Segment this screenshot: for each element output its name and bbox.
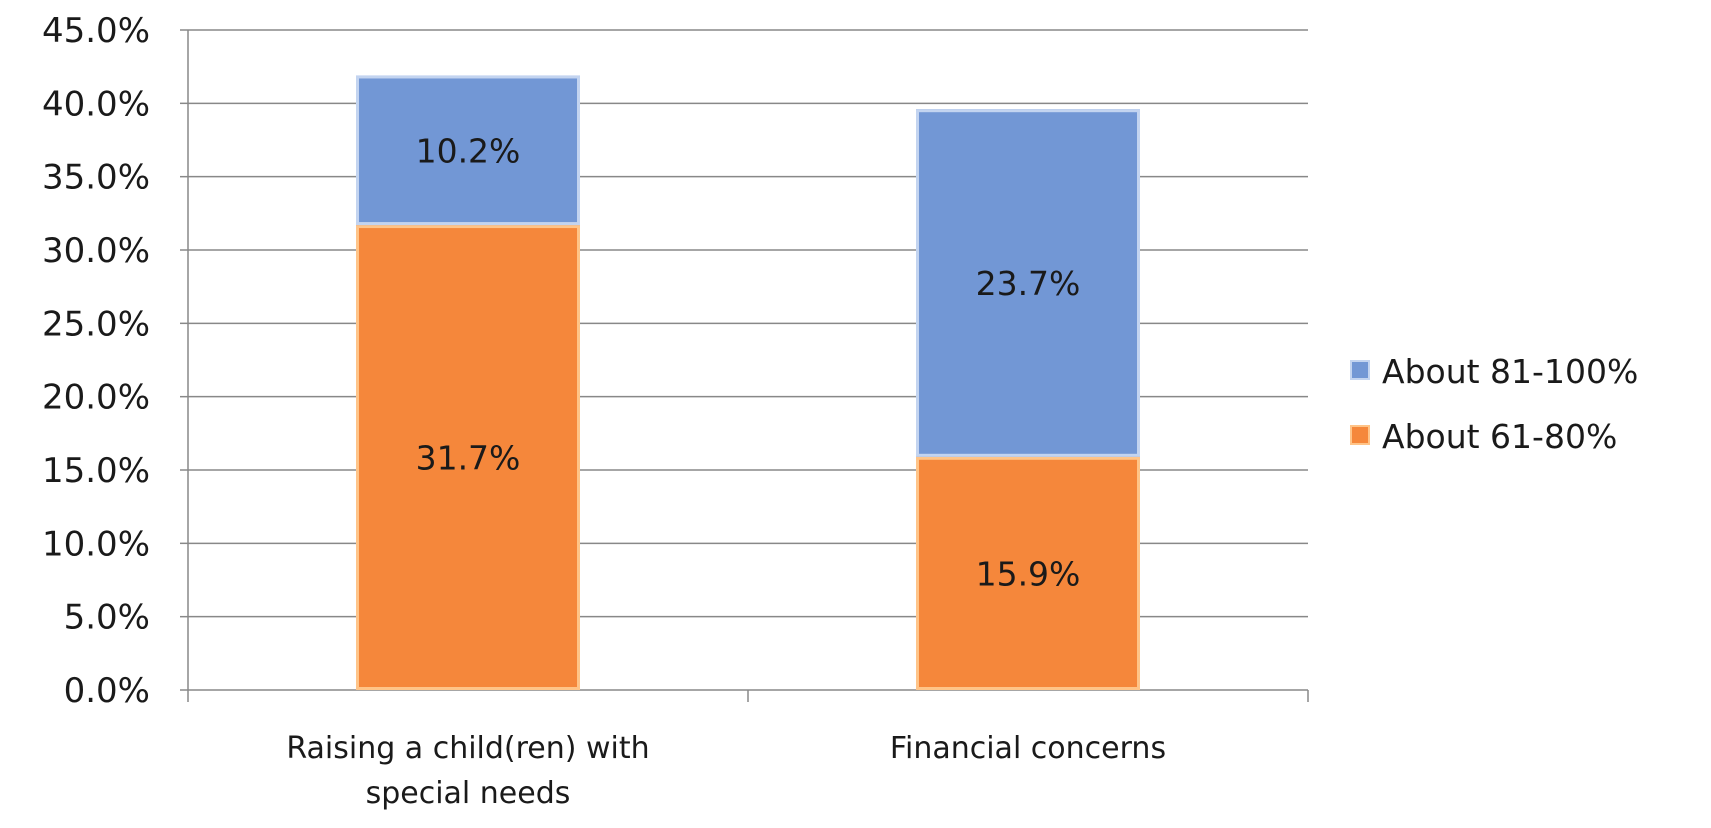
y-tick-label: 0.0%	[64, 671, 150, 711]
bar-segment-bevel	[356, 75, 580, 226]
data-label: 10.2%	[416, 131, 521, 170]
bar-segment	[356, 225, 580, 691]
legend: About 81-100% About 61-80%	[1350, 352, 1638, 456]
legend-label: About 61-80%	[1382, 417, 1617, 456]
bar-segment-bevel	[356, 225, 580, 690]
bar-segment-bevel	[916, 109, 1140, 457]
y-tick-label: 30.0%	[42, 231, 150, 271]
data-label: 15.9%	[976, 554, 1081, 593]
bar-segment	[356, 75, 580, 226]
legend-swatch-bevel	[1350, 425, 1370, 445]
y-tick-label: 15.0%	[42, 451, 150, 491]
x-category-label: Financial concerns	[890, 731, 1166, 766]
y-tick-label: 20.0%	[42, 378, 150, 418]
legend-swatch	[1350, 425, 1370, 445]
bar-segment	[916, 109, 1140, 457]
data-labels: 31.7% 10.2% 15.9% 23.7%	[416, 131, 1081, 593]
bars	[356, 75, 1140, 691]
y-tick-label: 45.0%	[42, 11, 150, 51]
y-tick-label: 10.0%	[42, 524, 150, 564]
bar-segment	[916, 456, 1140, 690]
y-tick-label: 25.0%	[42, 304, 150, 344]
legend-swatch-bevel	[1350, 360, 1370, 380]
data-label: 23.7%	[976, 264, 1081, 303]
y-tick-label: 35.0%	[42, 158, 150, 198]
data-label: 31.7%	[416, 439, 521, 478]
y-tick-label: 5.0%	[64, 598, 150, 638]
axes: 0.0% 5.0% 10.0% 15.0% 20.0% 25.0% 30.0% 35.0% 40…	[42, 11, 1309, 811]
x-category-label: special needs	[366, 776, 571, 811]
legend-label: About 81-100%	[1382, 352, 1638, 391]
x-category-label: Raising a child(ren) with	[286, 731, 649, 766]
legend-swatch	[1350, 360, 1370, 380]
bar-segment-bevel	[916, 456, 1140, 690]
y-tick-label: 40.0%	[42, 84, 150, 124]
